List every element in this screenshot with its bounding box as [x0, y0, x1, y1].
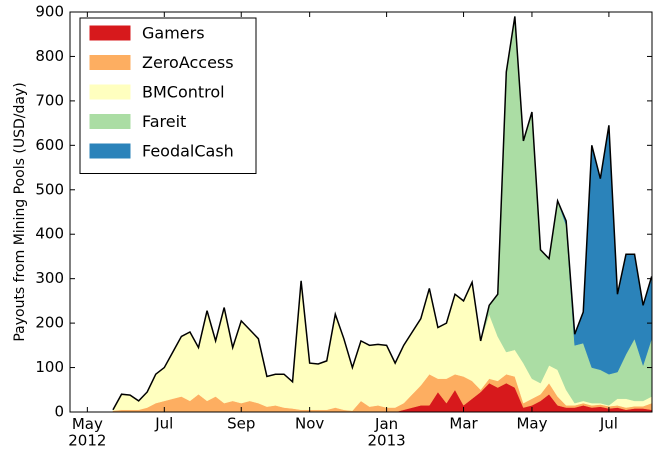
- legend-swatch: [89, 143, 131, 159]
- y-tick-label: 900: [35, 3, 64, 21]
- x-tick-label: May: [516, 415, 547, 433]
- y-tick-label: 800: [35, 47, 64, 65]
- y-tick-label: 300: [35, 269, 64, 287]
- x-tick-label: Jul: [154, 415, 173, 433]
- x-tick-label: Nov: [295, 415, 324, 433]
- legend-swatch: [89, 55, 131, 70]
- y-axis-label: Payouts from Mining Pools (USD/day): [12, 82, 28, 341]
- legend-swatch: [89, 114, 131, 129]
- plot-frame: [69, 11, 653, 413]
- x-tick-label: Jan 2013: [368, 415, 406, 450]
- y-tick-label: 500: [35, 180, 64, 198]
- y-tick-label: 400: [35, 225, 64, 243]
- y-tick-label: 0: [54, 403, 64, 421]
- y-tick-label: 700: [35, 91, 64, 109]
- legend: Gamers ZeroAccess BMControl Fareit FeodalCas…: [79, 17, 257, 174]
- legend-swatch: [89, 25, 131, 41]
- x-tick-label: Jul: [599, 415, 618, 433]
- legend-label: FeodalCash: [142, 142, 234, 161]
- x-tick-label: Sep: [227, 415, 255, 433]
- total-outline: [112, 16, 653, 411]
- x-tick-label: May 2012: [68, 415, 106, 450]
- legend-label: Gamers: [142, 24, 205, 43]
- y-tick-label: 200: [35, 314, 64, 332]
- x-tick-label: Mar: [449, 415, 478, 433]
- legend-label: ZeroAccess: [142, 53, 234, 72]
- y-tick-label: 100: [35, 358, 64, 376]
- y-tick-label: 600: [35, 136, 64, 154]
- legend-label: BMControl: [142, 83, 225, 102]
- legend-swatch: [89, 84, 131, 100]
- legend-label: Fareit: [142, 112, 186, 131]
